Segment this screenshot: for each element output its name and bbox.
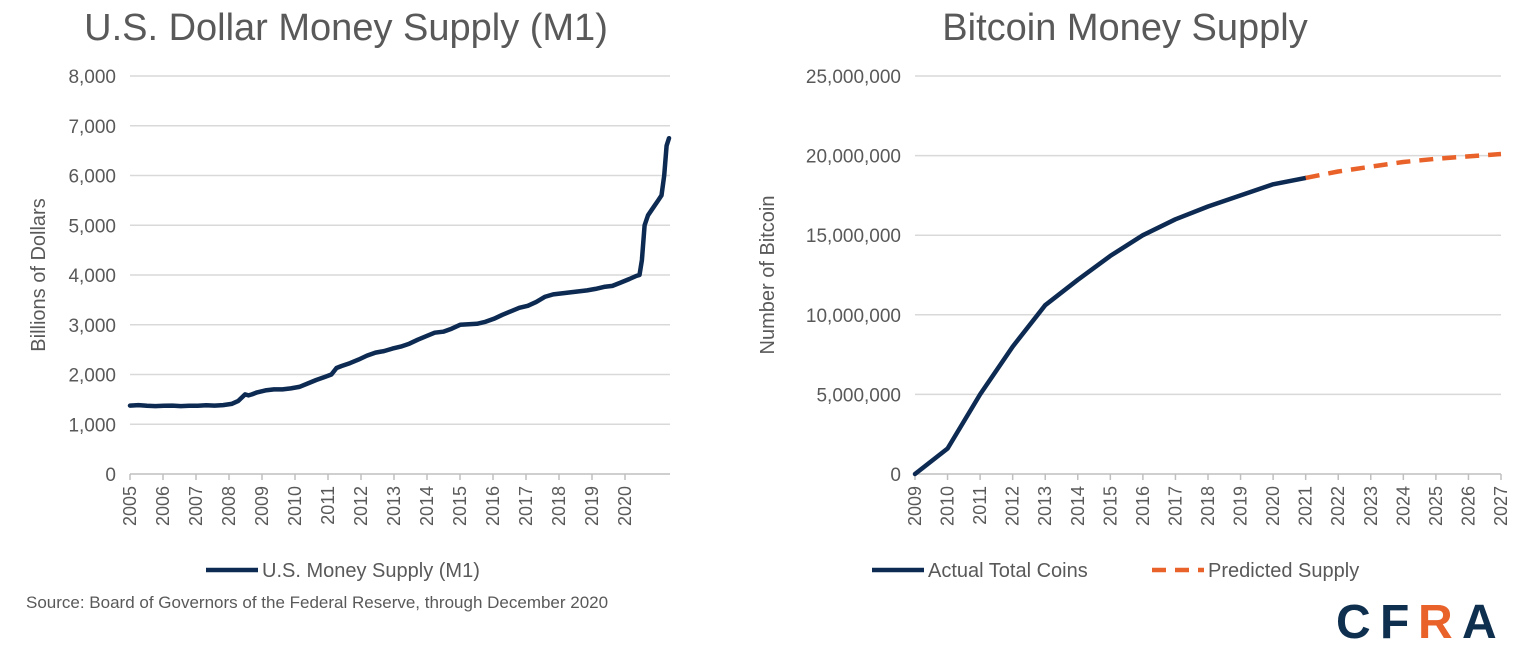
y-tick-label: 25,000,000 [806, 67, 901, 88]
x-tick-label: 2007 [186, 486, 206, 526]
chart-title: U.S. Dollar Money Supply (M1) [84, 7, 608, 49]
series-line [127, 135, 672, 409]
chart-title: Bitcoin Money Supply [942, 7, 1307, 49]
series-line [912, 175, 1308, 477]
logo-letter: A [1462, 596, 1497, 648]
x-tick-label: 2021 [1296, 486, 1316, 526]
x-tick-label: 2018 [549, 486, 569, 526]
y-tick-label: 4,000 [68, 266, 116, 287]
x-tick-label: 2017 [1165, 486, 1185, 526]
y-tick-label: 3,000 [68, 316, 116, 337]
x-tick-label: 2020 [615, 486, 635, 526]
x-tick-label: 2010 [285, 486, 305, 526]
y-tick-label: 8,000 [68, 67, 116, 88]
x-tick-label: 2019 [1231, 486, 1251, 526]
x-tick-label: 2020 [1263, 486, 1283, 526]
y-tick-label: 10,000,000 [806, 306, 901, 327]
x-tick-label: 2009 [905, 486, 925, 526]
x-tick-label: 2023 [1361, 486, 1381, 526]
x-tick-label: 2014 [1068, 486, 1088, 526]
x-tick-label: 2011 [970, 486, 990, 525]
x-tick-label: 2006 [153, 486, 173, 526]
x-tick-label: 2014 [417, 486, 437, 526]
y-axis-label: Billions of Dollars [28, 198, 50, 351]
legend-label: Actual Total Coins [928, 560, 1088, 582]
x-tick-label: 2012 [351, 486, 371, 526]
logo-letter: F [1380, 596, 1409, 648]
y-tick-label: 7,000 [68, 117, 116, 138]
bitcoin-supply-chart: Bitcoin Money Supply 0 5,000,000 10,000,000… [757, 7, 1511, 582]
x-tick-label: 2011 [318, 486, 338, 525]
y-tick-label: 6,000 [68, 167, 116, 188]
series-line [1305, 151, 1502, 181]
x-tick-label: 2024 [1393, 486, 1413, 526]
y-tick-label: 2,000 [68, 366, 116, 387]
x-tick-label: 2005 [120, 486, 140, 526]
y-tick-label: 0 [890, 465, 901, 486]
legend-label: Predicted Supply [1208, 560, 1359, 582]
x-tick-label: 2018 [1198, 486, 1218, 526]
y-tick-label: 15,000,000 [806, 226, 901, 247]
y-tick-label: 20,000,000 [806, 147, 901, 168]
x-tick-label: 2027 [1491, 486, 1511, 526]
legend-label: U.S. Money Supply (M1) [262, 560, 480, 582]
x-tick-label: 2016 [1133, 486, 1153, 526]
x-tick-label: 2013 [384, 486, 404, 526]
y-tick-label: 5,000 [68, 216, 116, 237]
x-tick-label: 2019 [582, 486, 602, 526]
x-tick-label: 2015 [1100, 486, 1120, 526]
x-tick-label: 2015 [450, 486, 470, 526]
x-tick-label: 2010 [938, 486, 958, 526]
x-tick-label: 2009 [252, 486, 272, 526]
x-tick-label: 2013 [1035, 486, 1055, 526]
x-tick-label: 2016 [483, 486, 503, 526]
x-tick-label: 2026 [1458, 486, 1478, 526]
logo-letter: C [1336, 596, 1371, 648]
x-tick-label: 2025 [1426, 486, 1446, 526]
y-tick-label: 5,000,000 [816, 385, 901, 406]
y-tick-label: 0 [105, 465, 116, 486]
source-note: Source: Board of Governors of the Federa… [26, 593, 609, 612]
x-tick-label: 2008 [219, 486, 239, 526]
x-tick-label: 2017 [516, 486, 536, 526]
logo-letter: R [1418, 596, 1453, 648]
x-tick-label: 2022 [1328, 486, 1348, 526]
money-supply-m1-chart: U.S. Dollar Money Supply (M1) 0 1,000 2,000… [28, 7, 672, 582]
x-tick-label: 2012 [1003, 486, 1023, 526]
y-axis-label: Number of Bitcoin [757, 196, 779, 355]
y-tick-label: 1,000 [68, 415, 116, 436]
